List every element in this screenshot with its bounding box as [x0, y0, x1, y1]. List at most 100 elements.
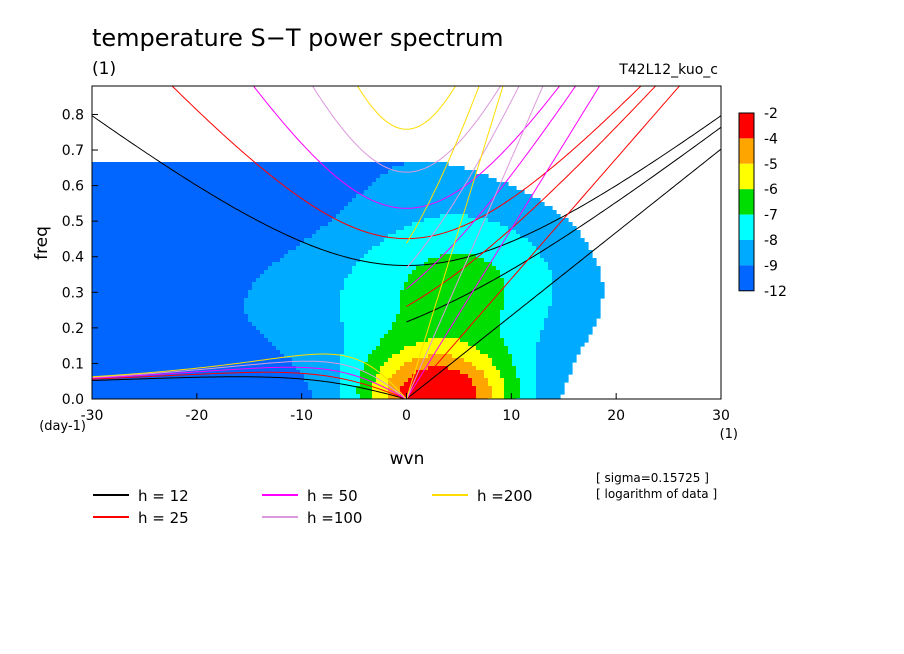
contour-cell [92, 302, 245, 307]
contour-cell [504, 298, 553, 303]
contour-cell [448, 366, 477, 371]
contour-cell [348, 202, 545, 207]
x-unit: (1) [720, 427, 738, 442]
contour-cell [372, 386, 389, 391]
chart-title: temperature S−T power spectrum [92, 24, 504, 52]
contour-cell [368, 354, 393, 359]
contour-cell [340, 370, 361, 375]
plot-area [92, 86, 721, 399]
contour-cell [492, 362, 513, 367]
contour-cell [244, 310, 341, 315]
contour-cell [280, 350, 345, 355]
contour-cell [504, 394, 521, 399]
contour-cell [92, 170, 389, 175]
colorbar-label: -9 [764, 258, 778, 274]
contour-cell [312, 234, 389, 239]
contour-cell [552, 278, 601, 283]
contour-cell [452, 354, 489, 359]
colorbar-swatch [739, 214, 754, 240]
contour-cell [540, 330, 593, 335]
contour-cell [264, 334, 345, 339]
contour-cell [504, 386, 521, 391]
contour-cell [408, 278, 505, 283]
contour-cell [304, 238, 385, 243]
contour-cell [344, 330, 389, 335]
contour-cell [340, 362, 365, 367]
contour-cell [344, 334, 385, 339]
contour-cell [396, 314, 501, 319]
contour-cell [368, 250, 541, 255]
contour-cell [92, 190, 365, 195]
contour-cell [492, 390, 505, 395]
contour-cell [536, 354, 577, 359]
contour-cell [344, 206, 553, 211]
curve-inertia-gravity-h25 [171, 86, 642, 240]
contour-cell [92, 318, 249, 323]
curve-rossby-h50 [92, 366, 407, 399]
contour-cell [512, 354, 537, 359]
contour-cell [536, 358, 577, 363]
curve-kelvin-h100 [406, 86, 544, 399]
colorbar-label: -8 [764, 233, 778, 249]
contour-cell [92, 346, 277, 351]
contour-cell [400, 306, 505, 311]
contour-cell [468, 374, 485, 379]
colorbar-label: -6 [764, 182, 778, 198]
contour-cell [372, 382, 389, 387]
contour-cell [504, 290, 553, 295]
contour-cell [548, 306, 601, 311]
contour-cell [272, 342, 345, 347]
contour-cell [472, 362, 493, 367]
contour-cell [92, 294, 249, 299]
curve-rossby-h100 [92, 360, 407, 399]
contour-cell [300, 370, 341, 375]
contour-cell [464, 358, 493, 363]
contour-cell [344, 326, 393, 331]
colorbar-swatch [739, 113, 754, 139]
contour-cell [352, 266, 417, 271]
contour-cell [544, 318, 597, 323]
contour-cell [536, 386, 565, 391]
contour-cell [504, 338, 541, 343]
contour-cell [536, 382, 565, 387]
y-tick-label: 0.8 [62, 107, 84, 123]
contour-cell [504, 286, 553, 291]
contour-cell [248, 318, 341, 323]
contour-cell [552, 270, 601, 275]
contour-cell [540, 250, 593, 255]
contour-cell [92, 262, 273, 267]
contour-cell [92, 186, 369, 191]
contour-cell [348, 274, 409, 279]
contour-cell [308, 386, 341, 391]
contour-cell [388, 358, 413, 363]
contour-cell [284, 254, 365, 259]
contour-cell [400, 366, 429, 371]
contour-cell [92, 198, 353, 203]
legend: h = 12 h = 25 h = 50 h =100 h =200 [93, 487, 532, 527]
contour-cell [268, 266, 353, 271]
contour-cell [272, 262, 357, 267]
contour-cell [500, 322, 545, 327]
contour-cell [508, 346, 537, 351]
colorbar-label: -12 [764, 284, 787, 300]
contour-cell [300, 242, 381, 247]
y-tick-label: 0.4 [62, 250, 84, 266]
contour-cell [428, 258, 485, 263]
contour-cell [340, 314, 397, 319]
contour-cell [92, 270, 265, 275]
contour-cell [92, 222, 329, 227]
contour-cell [92, 314, 249, 319]
contour-cell [544, 322, 597, 327]
colorbar-label: -4 [764, 131, 778, 147]
contour-cell [356, 390, 373, 395]
contour-cell [352, 198, 541, 203]
contour-cell [388, 234, 521, 239]
contour-cell [460, 370, 485, 375]
contour-cell [364, 362, 385, 367]
contour-cell [340, 290, 401, 295]
contour-cell [340, 298, 401, 303]
contour-cell [320, 226, 405, 231]
contour-cell [500, 374, 517, 379]
contour-cell [248, 294, 341, 299]
